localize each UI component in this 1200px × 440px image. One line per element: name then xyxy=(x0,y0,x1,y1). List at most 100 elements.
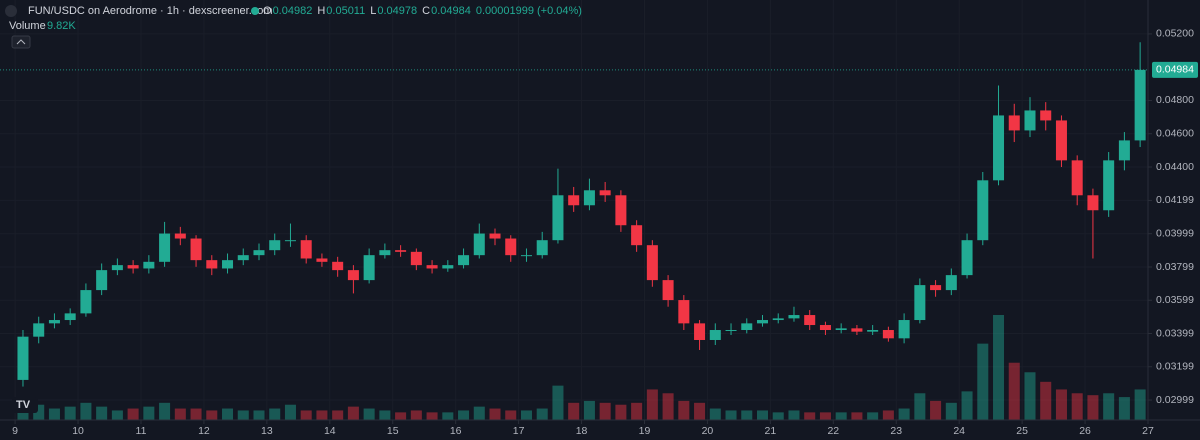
volume-bar xyxy=(631,402,643,420)
x-tick-label: 15 xyxy=(387,425,399,437)
volume-bar xyxy=(48,408,60,420)
x-tick-label: 20 xyxy=(702,425,714,437)
y-tick-label: 0.03599 xyxy=(1156,294,1194,306)
candle-body xyxy=(33,323,45,337)
volume-bar xyxy=(552,385,564,420)
volume-bar xyxy=(583,400,595,420)
volume-bar xyxy=(851,412,863,420)
volume-bar xyxy=(426,412,438,420)
x-tick-label: 18 xyxy=(576,425,588,437)
candle-body xyxy=(756,320,769,324)
volume-bar xyxy=(646,389,658,420)
volume-bar xyxy=(819,412,831,420)
y-tick-label: 0.03199 xyxy=(1156,361,1194,373)
volume-bar xyxy=(945,402,957,420)
volume-value: 9.82K xyxy=(47,20,76,32)
volume-bar xyxy=(804,412,816,420)
volume-bar xyxy=(1134,389,1146,420)
candle-body xyxy=(898,320,910,339)
candle-body xyxy=(253,250,265,256)
volume-bar xyxy=(80,402,92,420)
candle-body xyxy=(1118,140,1130,161)
volume-bar xyxy=(725,410,737,420)
volume-bar xyxy=(520,410,532,420)
candle-body xyxy=(882,330,894,339)
y-tick-label: 0.02999 xyxy=(1156,394,1194,406)
candle-body xyxy=(772,318,784,321)
candle-body xyxy=(395,250,407,252)
volume-bar xyxy=(206,410,218,420)
volume-bar xyxy=(898,408,910,420)
volume-bar xyxy=(410,410,422,420)
last-price-box xyxy=(1152,61,1198,78)
volume-bar xyxy=(237,410,249,420)
volume-bar xyxy=(379,410,391,420)
candle-body xyxy=(111,265,123,271)
candle-body xyxy=(17,336,29,380)
volume-bar xyxy=(300,410,312,420)
volume-bar xyxy=(678,400,690,420)
volume-bar xyxy=(1040,381,1052,420)
candle-body xyxy=(237,255,249,261)
volume-bar xyxy=(159,402,171,420)
volume-label: Volume xyxy=(9,20,46,32)
candle-body xyxy=(930,285,942,291)
volume-bar xyxy=(458,410,470,420)
volume-bar xyxy=(867,412,879,420)
volume-bar xyxy=(64,406,76,420)
candle-body xyxy=(48,320,60,324)
time-axis: 9 10 11 12 13 14 15 16 17 18 19 20 21 22 23 24 25 26 27 xyxy=(12,420,1154,437)
x-tick-label: 25 xyxy=(1016,425,1028,437)
volume-bar xyxy=(993,315,1005,420)
y-tick-label: 0.04400 xyxy=(1156,161,1194,173)
tv-logo: TV xyxy=(12,397,38,413)
volume-bar xyxy=(1008,362,1020,420)
ohlc-value: 0.04982 xyxy=(273,5,313,17)
candle-body xyxy=(96,270,108,291)
x-tick-label: 24 xyxy=(953,425,965,437)
x-tick-label: 22 xyxy=(827,425,839,437)
candle-body xyxy=(505,238,517,256)
volume-bar xyxy=(1103,393,1115,420)
candle-body xyxy=(961,240,973,276)
candle-body xyxy=(127,265,139,269)
symbol-title: FUN/USDC on Aerodrome · 1h · dexscreener… xyxy=(28,5,273,17)
candle-body xyxy=(914,285,926,321)
candle-body xyxy=(64,313,76,321)
candle-body xyxy=(190,238,202,261)
y-tick-label: 0.04600 xyxy=(1156,128,1194,140)
volume-bar xyxy=(1071,393,1083,420)
legend: FUN/USDC on Aerodrome · 1h · dexscreener… xyxy=(5,5,582,49)
candle-body xyxy=(615,195,627,226)
last-price-label: 0.04984 xyxy=(1156,64,1194,76)
candle-body xyxy=(1008,115,1020,131)
price-axis: 0.05200 0.04800 0.04600 0.04400 0.04199 0.039… xyxy=(1148,28,1198,406)
candle-body xyxy=(804,315,816,326)
volume-bar xyxy=(914,393,926,420)
volume-bar xyxy=(332,410,344,420)
volume-bar xyxy=(284,404,296,420)
y-tick-label: 0.04199 xyxy=(1156,194,1194,206)
candle-body xyxy=(867,330,879,332)
volume-bar xyxy=(568,402,580,420)
volume-bar xyxy=(835,412,847,420)
candle-body xyxy=(347,270,359,281)
ohlc-name: C xyxy=(422,5,430,17)
candle-body xyxy=(1103,160,1115,211)
candle-body xyxy=(80,290,92,314)
x-tick-label: 13 xyxy=(261,425,273,437)
candle-body xyxy=(835,328,847,331)
volume-bar xyxy=(143,406,155,420)
volume-bar xyxy=(473,406,485,420)
volume-bar xyxy=(615,404,627,420)
volume-bar xyxy=(1087,395,1099,420)
collapse-button[interactable] xyxy=(11,35,31,49)
candle-body xyxy=(819,325,831,331)
candle-body xyxy=(520,255,532,257)
logo-bg xyxy=(12,397,38,413)
x-tick-label: 16 xyxy=(450,425,462,437)
candle-body xyxy=(206,260,218,269)
